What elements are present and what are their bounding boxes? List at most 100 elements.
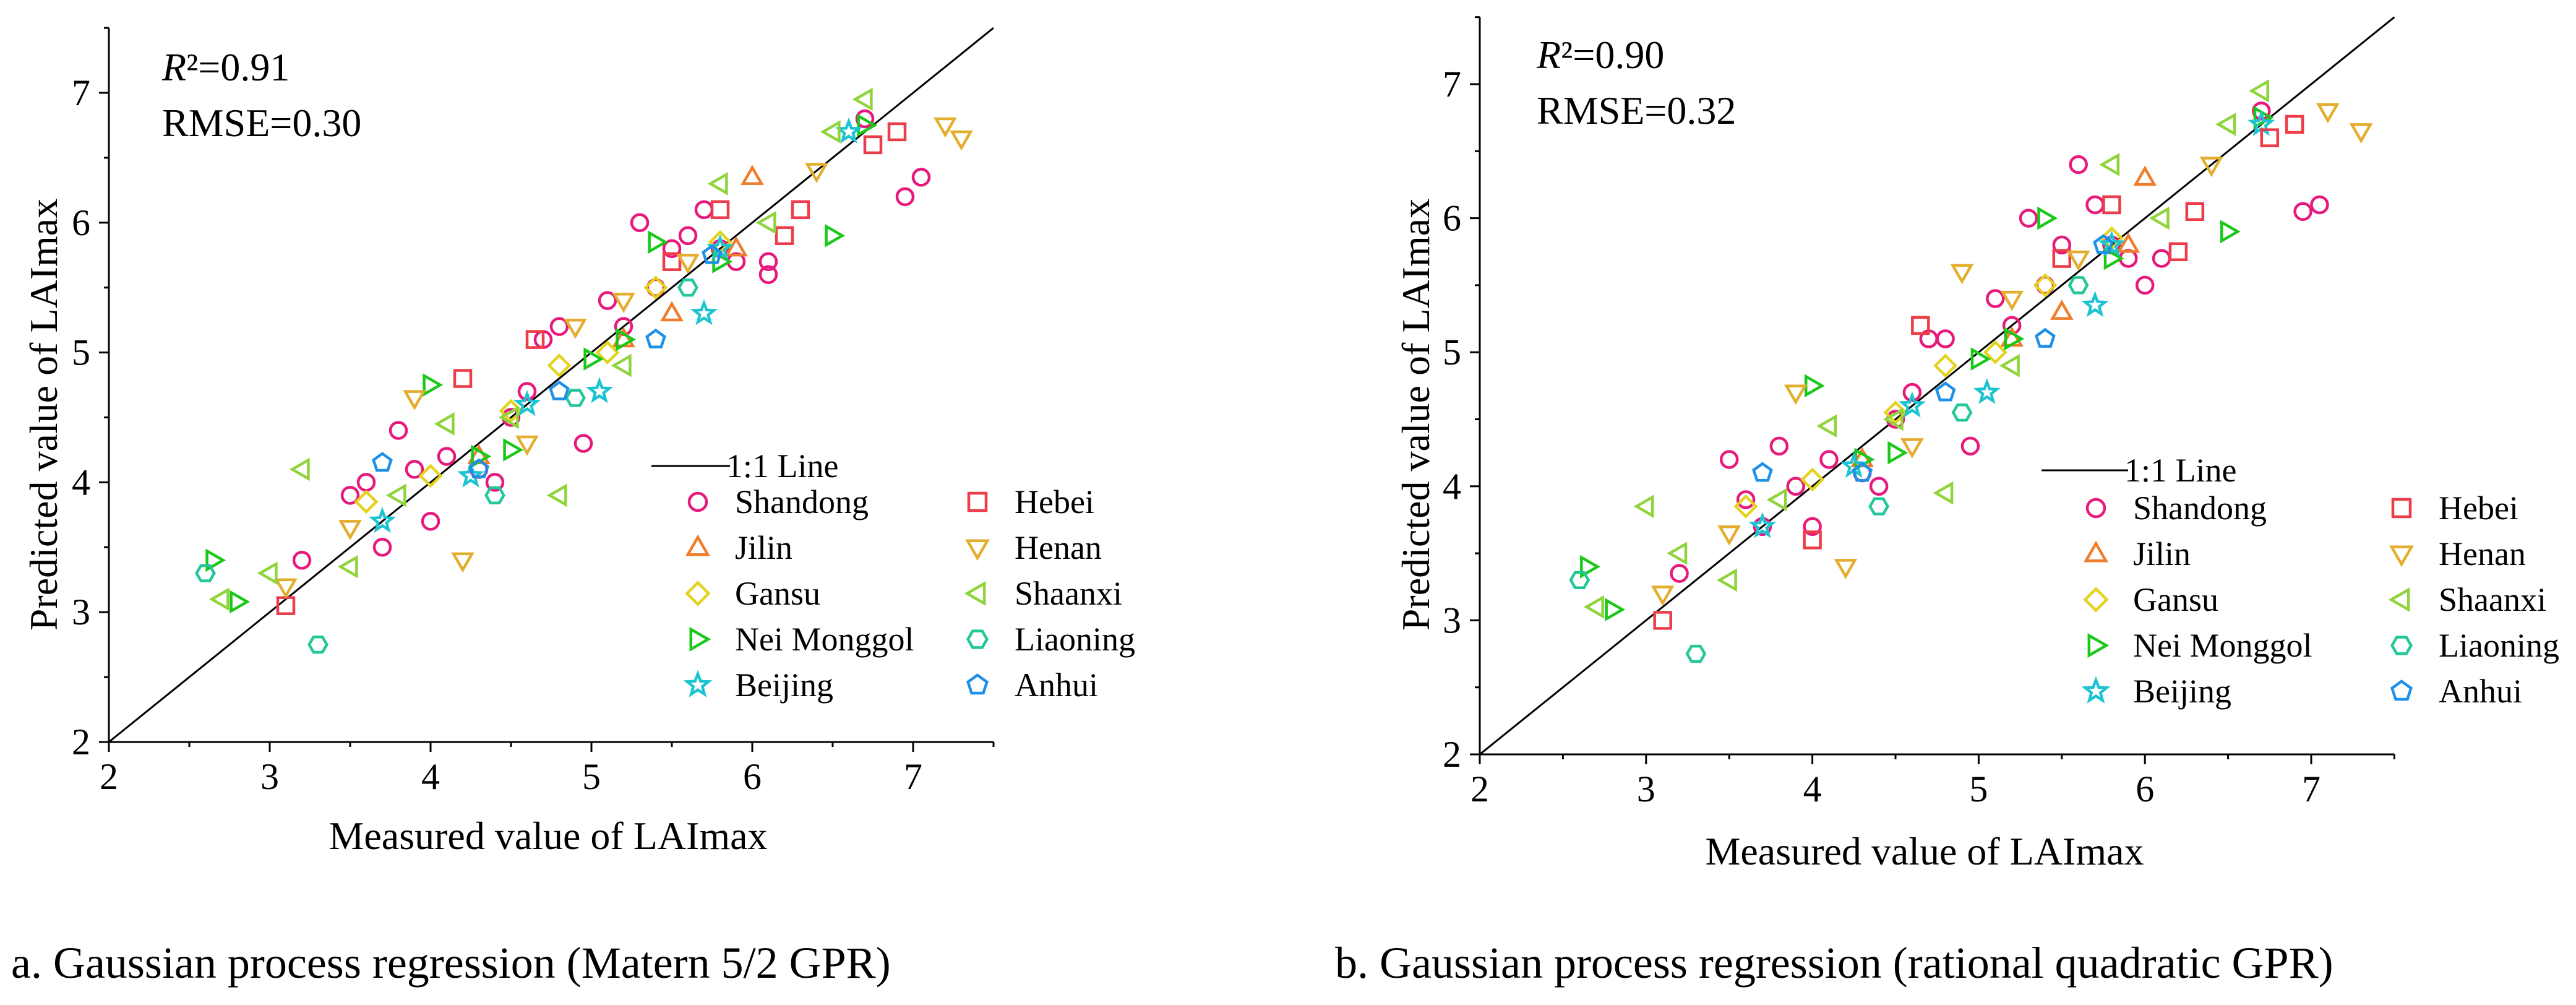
y-axis-title: Predicted value of LAImax bbox=[1394, 199, 1438, 631]
data-point bbox=[1569, 571, 1591, 590]
data-point bbox=[1580, 554, 1600, 579]
data-point bbox=[389, 421, 408, 440]
legend-marker bbox=[964, 581, 986, 606]
data-point bbox=[2316, 103, 2340, 124]
data-point bbox=[2133, 165, 2157, 186]
data-point bbox=[423, 373, 444, 397]
data-point bbox=[643, 275, 668, 300]
rmse-label: RMSE=0.30 bbox=[162, 101, 361, 145]
legend-label: Shandong bbox=[2133, 490, 2267, 527]
y-tick-label: 3 bbox=[1443, 600, 1461, 641]
data-point bbox=[710, 200, 730, 220]
data-point bbox=[1804, 374, 1825, 398]
legend-marker bbox=[2391, 498, 2412, 519]
data-point bbox=[1887, 441, 1908, 465]
data-point bbox=[230, 590, 251, 614]
data-point bbox=[2102, 195, 2121, 215]
data-point bbox=[583, 347, 604, 371]
legend-marker bbox=[2081, 676, 2111, 704]
legend-marker bbox=[966, 673, 989, 695]
legend-label: Liaoning bbox=[1015, 621, 1135, 658]
data-point bbox=[2033, 273, 2058, 298]
data-point bbox=[1911, 316, 1930, 335]
legend-label: Nei Monggol bbox=[735, 621, 914, 658]
x-axis-title: Measured value of LAImax bbox=[1705, 829, 2144, 873]
data-point bbox=[1653, 611, 1672, 630]
data-point bbox=[1605, 598, 1626, 621]
data-point bbox=[1869, 477, 1889, 496]
legend-marker bbox=[2390, 636, 2413, 655]
data-point bbox=[2052, 235, 2072, 255]
y-tick-label: 2 bbox=[1443, 734, 1461, 775]
data-point bbox=[2052, 249, 2072, 268]
legend-label: Shandong bbox=[735, 483, 869, 520]
data-point bbox=[2285, 114, 2304, 134]
x-tick-label: 7 bbox=[904, 756, 922, 797]
data-point bbox=[1933, 481, 1954, 505]
x-tick-label: 3 bbox=[260, 756, 279, 797]
data-point bbox=[1983, 340, 2007, 364]
data-point bbox=[457, 461, 485, 488]
rmse-label: RMSE=0.32 bbox=[1537, 88, 1736, 132]
data-point bbox=[468, 458, 489, 478]
data-point bbox=[1748, 512, 1777, 538]
y-tick-label: 7 bbox=[1443, 64, 1461, 105]
data-point bbox=[2000, 290, 2024, 311]
legend-marker bbox=[685, 580, 711, 606]
data-point bbox=[573, 434, 593, 453]
legend-label: Henan bbox=[2439, 535, 2526, 572]
data-point bbox=[805, 163, 828, 183]
data-point bbox=[758, 265, 778, 284]
data-point bbox=[2098, 230, 2126, 257]
data-point bbox=[2067, 276, 2089, 295]
data-point bbox=[724, 236, 748, 257]
data-point bbox=[662, 239, 682, 259]
x-tick-label: 6 bbox=[743, 756, 762, 797]
data-point bbox=[690, 299, 718, 326]
data-point bbox=[1973, 377, 2001, 404]
data-point bbox=[1736, 490, 1756, 509]
data-point bbox=[611, 353, 632, 377]
series-hebei bbox=[1653, 114, 2304, 630]
data-point bbox=[546, 483, 567, 507]
data-point bbox=[1752, 462, 1773, 482]
r-squared-symbol: R bbox=[1536, 33, 1561, 77]
data-point bbox=[2099, 153, 2120, 176]
data-point bbox=[775, 226, 794, 246]
data-point bbox=[403, 390, 426, 411]
y-tick-label: 7 bbox=[72, 72, 90, 113]
data-point bbox=[1868, 497, 1890, 515]
legend-marker bbox=[2389, 545, 2414, 567]
data-point bbox=[707, 172, 728, 196]
data-point bbox=[1651, 585, 1675, 606]
legend-label: Beijing bbox=[2133, 673, 2231, 710]
legend-label: Nei Monggol bbox=[2133, 627, 2312, 664]
data-point bbox=[2168, 242, 2188, 261]
data-point bbox=[565, 389, 586, 407]
data-point bbox=[1986, 289, 2005, 308]
data-point bbox=[453, 369, 473, 388]
legend-marker bbox=[2083, 587, 2109, 613]
data-point bbox=[2004, 327, 2025, 351]
r-squared-label: R²=0.90 bbox=[1536, 33, 1664, 77]
data-point bbox=[1936, 329, 1955, 348]
data-point bbox=[2093, 234, 2114, 254]
data-point bbox=[1584, 595, 1604, 619]
data-point bbox=[1769, 436, 1789, 456]
legend-label: Liaoning bbox=[2439, 627, 2559, 664]
data-point bbox=[525, 330, 545, 349]
y-tick-label: 4 bbox=[1443, 466, 1461, 507]
x-tick-label: 4 bbox=[421, 756, 440, 797]
x-tick-label: 6 bbox=[2136, 769, 2154, 809]
data-point bbox=[758, 252, 778, 271]
series-liaoning bbox=[195, 278, 698, 654]
legend-label: Shaanxi bbox=[2439, 581, 2546, 618]
one-to-one-line bbox=[108, 27, 994, 743]
data-point bbox=[307, 636, 328, 654]
data-point bbox=[418, 464, 443, 488]
data-point bbox=[2260, 128, 2280, 147]
series-nei-monggol bbox=[205, 113, 878, 614]
data-point bbox=[855, 109, 875, 129]
data-point bbox=[1667, 541, 1688, 565]
